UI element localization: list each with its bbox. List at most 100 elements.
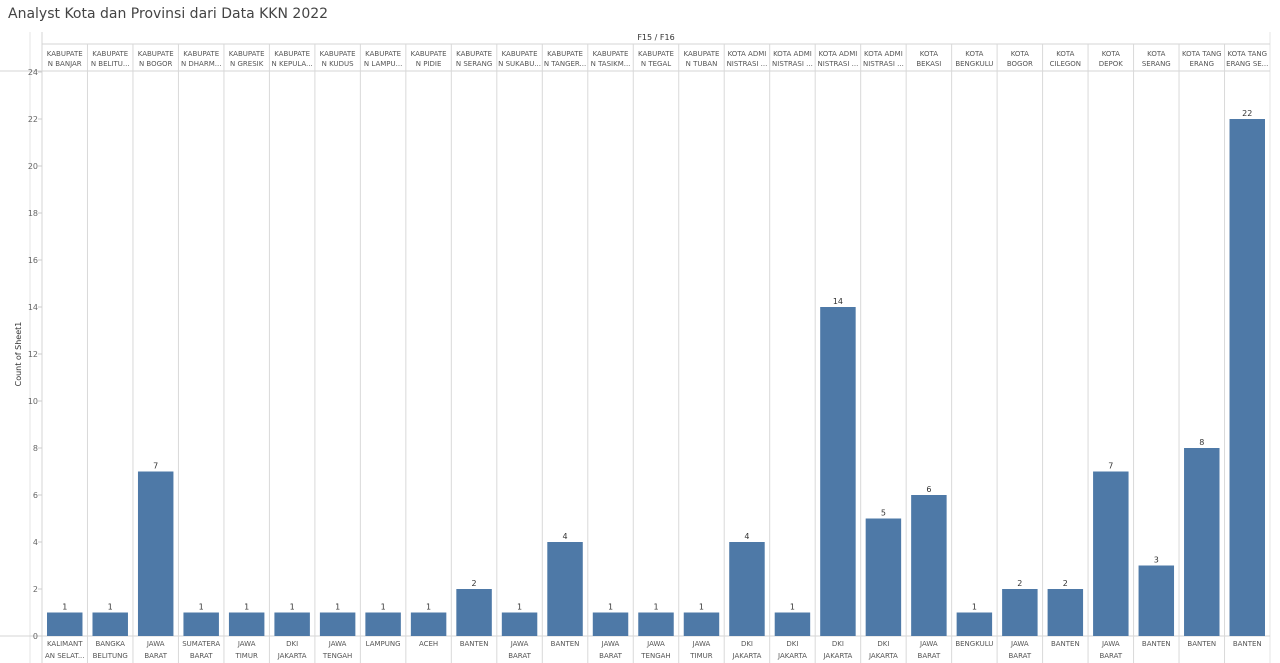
bar-value-label: 4 — [562, 532, 567, 541]
column-label-top: KABUPATE — [47, 50, 83, 58]
bar — [228, 612, 265, 636]
column-label-bottom: DKI — [877, 640, 889, 648]
column-label-top: KABUPATE — [138, 50, 174, 58]
bar-value-label: 1 — [199, 603, 204, 612]
column-label-top: CILEGON — [1050, 60, 1081, 68]
column-label-top: KOTA — [1056, 50, 1074, 58]
column-label-top: KOTA ADMI — [728, 50, 767, 58]
column-label-top: BEKASI — [916, 60, 941, 68]
bar — [1002, 589, 1038, 636]
column-label-bottom: BARAT — [508, 652, 531, 660]
y-tick-label: 0 — [33, 632, 38, 641]
bar — [410, 612, 447, 636]
column-label-top: KOTA — [1011, 50, 1029, 58]
column-label-top: KABUPATE — [365, 50, 401, 58]
bar-value-label: 1 — [699, 603, 704, 612]
column-label-bottom: JAWA — [1010, 640, 1029, 648]
bar-value-label: 6 — [926, 485, 931, 494]
bar — [683, 612, 720, 636]
column-label-bottom: BARAT — [599, 652, 622, 660]
column-label-top: KOTA ADMI — [864, 50, 903, 58]
bar-value-label: 14 — [833, 297, 843, 306]
bar-value-label: 22 — [1242, 109, 1252, 118]
column-label-top: N BANJAR — [48, 60, 82, 68]
column-label-bottom: JAWA — [919, 640, 938, 648]
column-label-top: SERANG — [1142, 60, 1171, 68]
column-label-bottom: TENGAH — [640, 652, 670, 660]
column-label-top: KABUPATE — [274, 50, 310, 58]
column-label-top: N TANGER... — [544, 60, 586, 68]
column-label-top: N TASIKM... — [591, 60, 631, 68]
column-label-bottom: JAKARTA — [868, 652, 898, 660]
column-label-top: N TUBAN — [686, 60, 718, 68]
bar-value-label: 1 — [62, 603, 67, 612]
column-label-bottom: JAKARTA — [277, 652, 307, 660]
y-tick-label: 22 — [28, 115, 38, 124]
column-label-bottom: DKI — [832, 640, 844, 648]
column-label-bottom: BANTEN — [1051, 640, 1080, 648]
column-label-bottom: BELITUNG — [93, 652, 128, 660]
column-label-top: KABUPATE — [456, 50, 492, 58]
bar — [547, 542, 583, 636]
column-label-top: N KUDUS — [322, 60, 355, 68]
column-header-title: F15 / F16 — [637, 33, 674, 42]
bar — [92, 612, 128, 636]
column-label-bottom: JAWA — [601, 640, 620, 648]
column-label-top: N BELITU... — [91, 60, 130, 68]
column-label-top: N SERANG — [456, 60, 492, 68]
column-label-top: KABUPATE — [183, 50, 219, 58]
column-label-top: NISTRASI ... — [818, 60, 859, 68]
column-label-top: KABUPATE — [92, 50, 128, 58]
y-tick-label: 14 — [28, 303, 38, 312]
column-label-top: DEPOK — [1099, 60, 1124, 68]
column-label-bottom: BANGKA — [95, 640, 125, 648]
y-tick-label: 6 — [33, 491, 38, 500]
column-label-top: N KEPULA... — [272, 60, 313, 68]
bar-value-label: 2 — [1017, 579, 1022, 588]
bar — [274, 612, 310, 636]
y-tick-label: 10 — [28, 397, 38, 406]
column-label-bottom: JAWA — [510, 640, 529, 648]
bar — [820, 307, 856, 636]
column-label-bottom: BANTEN — [1142, 640, 1171, 648]
column-label-bottom: AN SELAT... — [45, 652, 85, 660]
y-tick-label: 18 — [28, 209, 38, 218]
y-axis-label: Count of Sheet1 — [14, 322, 23, 387]
bar-value-label: 1 — [972, 603, 977, 612]
column-label-bottom: DKI — [741, 640, 753, 648]
bar-value-label: 1 — [244, 603, 249, 612]
bar-value-label: 1 — [608, 603, 613, 612]
y-tick-label: 16 — [28, 256, 38, 265]
column-label-top: KABUPATE — [229, 50, 265, 58]
column-label-top: N GRESIK — [230, 60, 264, 68]
column-label-bottom: SUMATERA — [182, 640, 220, 648]
column-label-top: KOTA — [920, 50, 938, 58]
y-tick-label: 2 — [33, 585, 38, 594]
column-label-top: KABUPATE — [320, 50, 356, 58]
bar-value-label: 1 — [517, 603, 522, 612]
bar-value-label: 1 — [381, 603, 386, 612]
bar — [911, 495, 947, 636]
bar-value-label: 5 — [881, 509, 886, 518]
column-label-bottom: JAWA — [692, 640, 711, 648]
bar — [956, 612, 993, 636]
bar — [729, 542, 765, 636]
column-label-top: BOGOR — [1007, 60, 1033, 68]
bar-value-label: 1 — [335, 603, 340, 612]
bar — [501, 612, 538, 636]
column-label-top: ERANG — [1190, 60, 1214, 68]
bar-value-label: 7 — [153, 462, 158, 471]
bar — [1093, 471, 1129, 636]
column-label-bottom: BARAT — [1009, 652, 1032, 660]
column-label-top: KABUPATE — [411, 50, 447, 58]
column-label-bottom: DKI — [786, 640, 798, 648]
bar-value-label: 4 — [744, 532, 749, 541]
column-label-bottom: JAKARTA — [777, 652, 807, 660]
bar — [774, 612, 811, 636]
column-label-top: N TEGAL — [641, 60, 671, 68]
column-label-top: N SUKABU... — [498, 60, 541, 68]
column-label-bottom: BANTEN — [1233, 640, 1262, 648]
y-tick-label: 24 — [28, 68, 38, 77]
column-label-bottom: JAWA — [646, 640, 665, 648]
